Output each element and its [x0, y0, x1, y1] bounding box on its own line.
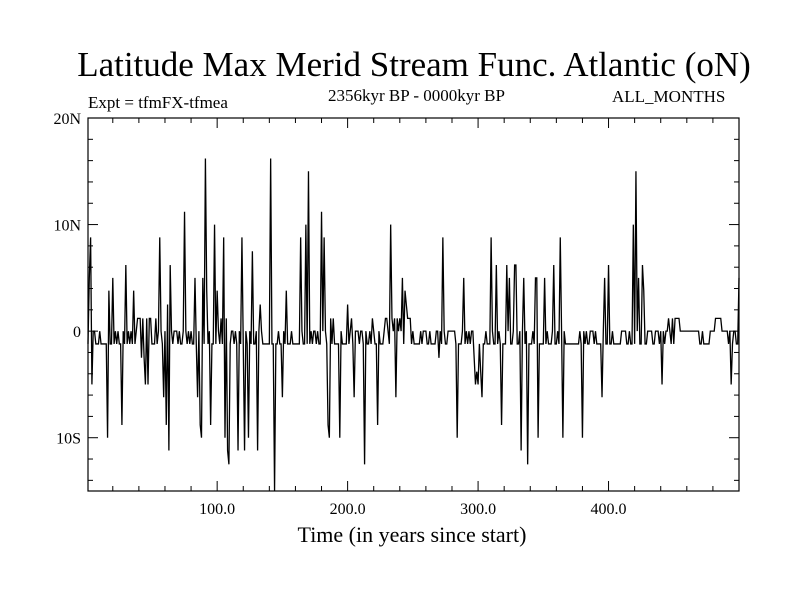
time-period-label: 2356kyr BP - 0000kyr BP	[328, 86, 505, 105]
x-tick-label: 100.0	[199, 501, 235, 518]
plot-frame	[87, 117, 740, 492]
tick-labels: 100.0 200.0 300.0 400.0 20N 10N 0 10S	[53, 111, 626, 518]
chart-title: Latitude Max Merid Stream Func. Atlantic…	[77, 45, 751, 84]
y-tick-label: 10S	[56, 431, 81, 448]
x-tick-label: 300.0	[460, 501, 496, 518]
x-axis-label: Time (in years since start)	[297, 522, 527, 547]
months-label: ALL_MONTHS	[612, 87, 726, 106]
x-tick-label: 200.0	[330, 501, 366, 518]
y-tick-label: 10N	[53, 218, 81, 235]
series-line	[87, 158, 740, 492]
y-tick-label: 0	[73, 324, 81, 341]
y-tick-label: 20N	[53, 111, 81, 128]
experiment-label: Expt = tfmFX-tfmea	[88, 93, 228, 112]
x-tick-label: 400.0	[591, 501, 627, 518]
